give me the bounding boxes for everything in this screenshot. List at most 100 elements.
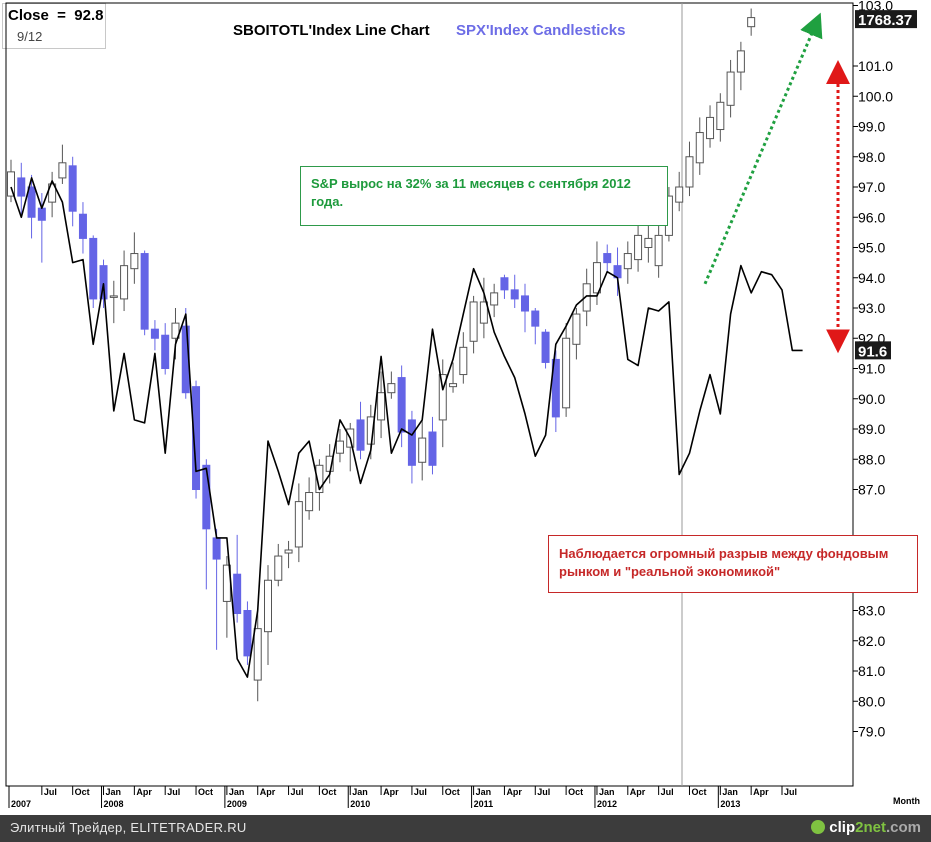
candle-body: [150, 328, 159, 339]
x-month-label: Jan: [352, 787, 368, 797]
chart-canvas: 79.080.081.082.083.084.087.088.089.090.0…: [5, 0, 920, 809]
candle-body: [212, 537, 221, 560]
x-month-label: Apr: [506, 787, 522, 797]
y-tick-label: 93.0: [858, 300, 885, 316]
footer-bar: Элитный Трейдер, ELITETRADER.RU clip2net…: [0, 815, 931, 842]
candle-body: [623, 253, 632, 270]
candle-body: [695, 132, 704, 164]
line-series-path: [10, 177, 803, 678]
candle-body: [418, 437, 427, 463]
x-month-label: Oct: [445, 787, 460, 797]
y-tick-label: 90.0: [858, 391, 885, 407]
candle-body: [274, 555, 283, 581]
y-tick-label: 91.0: [858, 361, 885, 377]
candle-body: [202, 464, 211, 530]
candle-body: [551, 358, 560, 418]
x-month-label: Jul: [414, 787, 427, 797]
candle-body: [531, 310, 540, 327]
candle-body: [130, 253, 139, 270]
x-month-label: Jul: [537, 787, 550, 797]
candle-body: [510, 289, 519, 300]
y-tick-label: 87.0: [858, 482, 885, 498]
candle-body: [140, 253, 149, 330]
candlestick-series: [7, 8, 756, 702]
footer-source-text: Элитный Трейдер, ELITETRADER.RU: [10, 820, 247, 835]
candle-body: [469, 301, 478, 342]
x-month-label: Jul: [661, 787, 674, 797]
y-tick-label: 100.0: [858, 88, 893, 104]
annotation-arrows: [703, 12, 850, 354]
axis-layer: 79.080.081.082.083.084.087.088.089.090.0…: [8, 0, 920, 809]
last-line-badge: [855, 341, 891, 360]
candle-body: [603, 253, 612, 264]
red-annotation-note: Наблюдается огромный разрыв между фондов…: [548, 535, 918, 593]
y-tick-label: 95.0: [858, 240, 885, 256]
y-tick-label: 82.0: [858, 633, 885, 649]
candle-body: [171, 322, 180, 339]
candle-body: [37, 207, 46, 221]
candle-body: [572, 313, 581, 345]
candle-body: [428, 431, 437, 466]
candle-body: [521, 295, 529, 312]
candle-body: [120, 265, 129, 300]
candle-body: [27, 186, 36, 218]
line-series: [10, 177, 803, 678]
x-year-label: 2010: [350, 799, 370, 809]
candle-body: [233, 573, 242, 615]
candle-body: [7, 171, 15, 197]
y-tick-label: 79.0: [858, 724, 885, 740]
y-tick-label: 89.0: [858, 421, 885, 437]
last-price-badge: [855, 10, 917, 29]
candle-body: [449, 383, 458, 388]
y-tick-label: 88.0: [858, 451, 885, 467]
candle-body: [541, 331, 550, 363]
logo-main-text: clip: [829, 819, 856, 836]
x-year-label: 2013: [720, 799, 740, 809]
x-month-label: Apr: [630, 787, 646, 797]
candle-body: [377, 392, 386, 421]
x-month-label: Jan: [476, 787, 492, 797]
candle-body: [305, 492, 314, 512]
x-year-label: 2008: [104, 799, 124, 809]
candle-body: [264, 579, 272, 633]
candle-body: [726, 71, 735, 106]
candle-body: [68, 165, 77, 212]
x-month-label: Oct: [321, 787, 336, 797]
candle-body: [582, 283, 591, 312]
x-year-label: 2007: [11, 799, 31, 809]
x-month-label: Apr: [260, 787, 276, 797]
x-month-label: Jan: [599, 787, 615, 797]
candle-body: [490, 292, 499, 306]
y-tick-label: 96.0: [858, 209, 885, 225]
candle-body: [562, 337, 571, 409]
clip2net-logo: clip2net.com: [811, 819, 921, 836]
clip-logo-icon: [811, 820, 826, 834]
y-tick-label: 101.0: [858, 58, 893, 74]
logo-tld-text: .com: [885, 819, 921, 836]
candle-body: [58, 162, 67, 179]
candle-body: [253, 628, 262, 681]
x-month-label: Jul: [44, 787, 57, 797]
candle-body: [356, 419, 365, 451]
x-year-label: 2012: [597, 799, 617, 809]
x-year-label: 2009: [227, 799, 247, 809]
candle-body: [500, 277, 509, 291]
y-tick-label: 97.0: [858, 179, 885, 195]
logo-accent-text: 2net: [855, 819, 886, 836]
candle-body: [99, 265, 108, 300]
candle-body: [78, 213, 87, 239]
x-month-label: Jul: [784, 787, 797, 797]
green-annotation-note: S&P вырос на 32% за 11 месяцев с сентябр…: [300, 166, 668, 226]
x-month-label: Jul: [167, 787, 180, 797]
candle-body: [48, 183, 57, 203]
candle-body: [654, 234, 663, 267]
x-month-label: Oct: [198, 787, 213, 797]
last-price-label: 1768.37: [858, 12, 912, 29]
x-month-label: Apr: [136, 787, 152, 797]
y-tick-label: 83.0: [858, 603, 885, 619]
candle-body: [634, 234, 643, 261]
grid-layer: [5, 2, 854, 787]
candle-body: [315, 464, 324, 494]
close-readout-box: Close = 92.8 9/12: [2, 3, 106, 49]
x-month-label: Oct: [691, 787, 706, 797]
